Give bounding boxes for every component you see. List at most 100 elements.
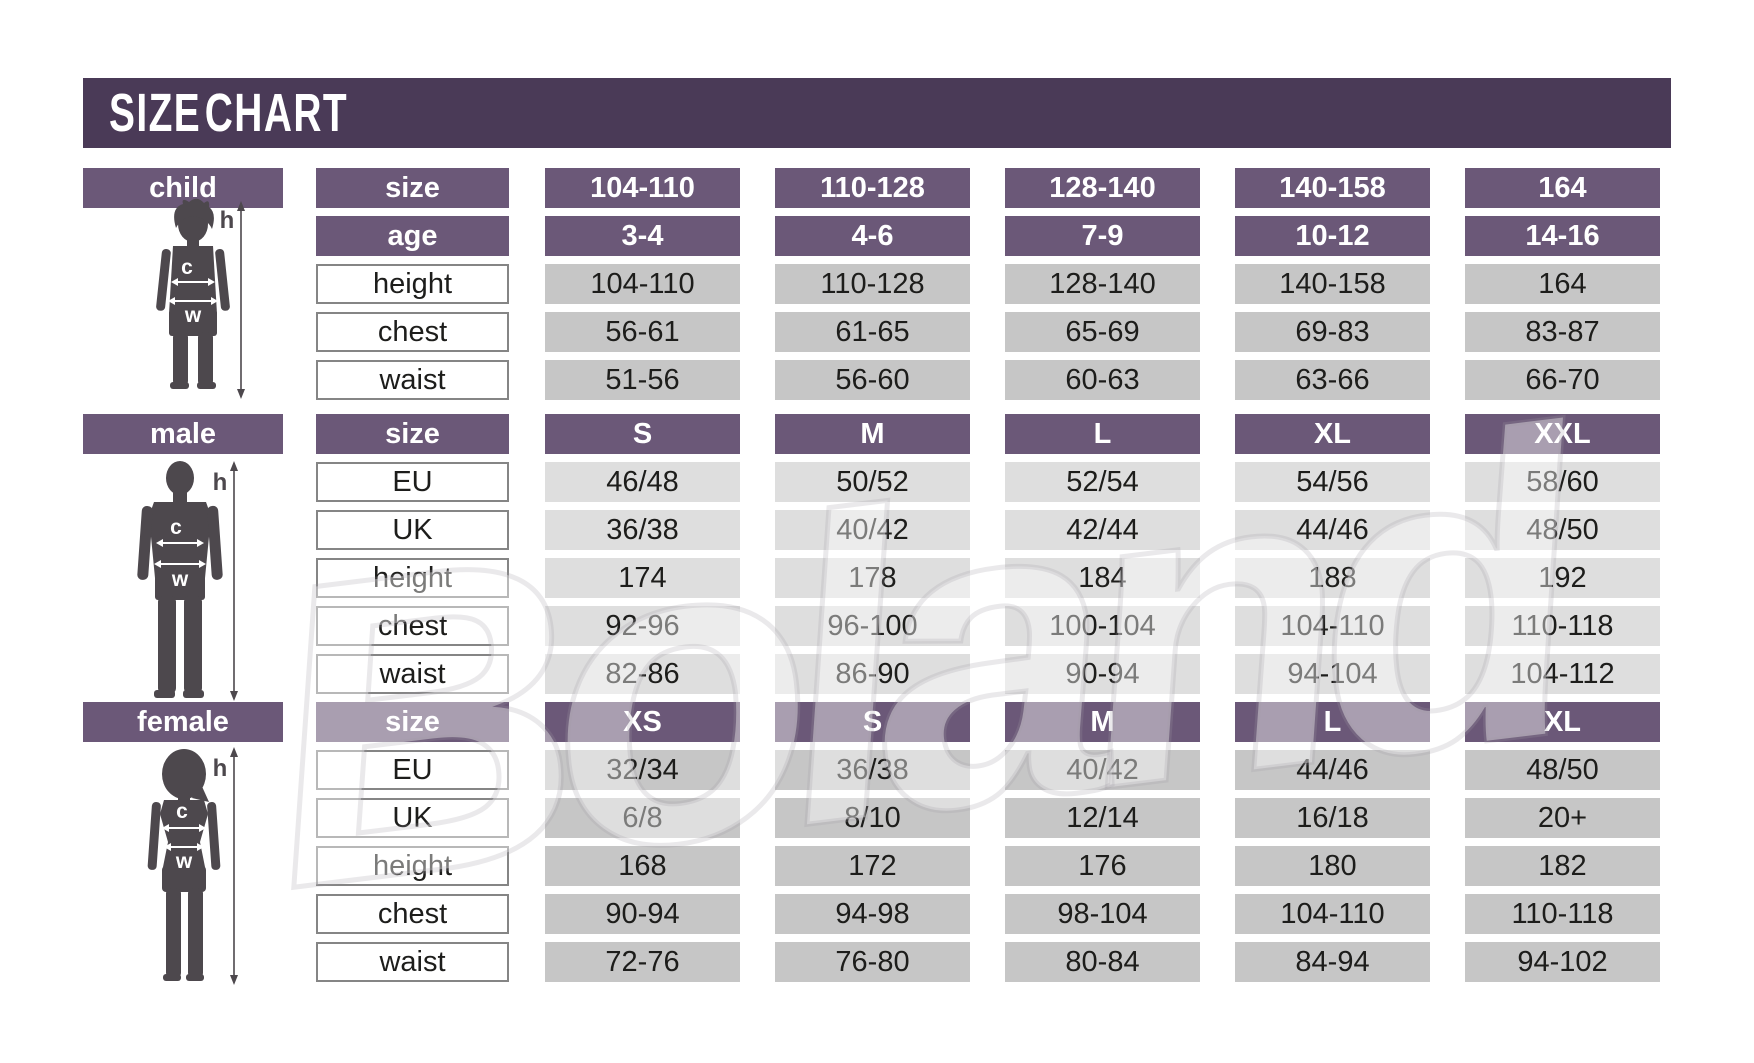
value-cell: 44/46: [1235, 510, 1430, 550]
row-label-cell: size: [316, 168, 509, 208]
value-cell: 65-69: [1005, 312, 1200, 352]
value-cell: 140-158: [1235, 264, 1430, 304]
height-label: h: [213, 755, 228, 782]
value-cell: 184: [1005, 558, 1200, 598]
value-cell: 6/8: [545, 798, 740, 838]
value-cell: 180: [1235, 846, 1430, 886]
value-cell: 52/54: [1005, 462, 1200, 502]
value-cell: 90-94: [1005, 654, 1200, 694]
value-cell: 94-102: [1465, 942, 1660, 982]
value-cell: 32/34: [545, 750, 740, 790]
male-eu-row: EU 46/48 50/52 52/54 54/56 58/60: [83, 462, 1671, 502]
value-cell: 51-56: [545, 360, 740, 400]
header-cell: M: [775, 414, 970, 454]
value-cell: 192: [1465, 558, 1660, 598]
row-label-cell: waist: [316, 654, 509, 694]
value-cell: 66-70: [1465, 360, 1660, 400]
male-waist-row: waist 82-86 86-90 90-94 94-104 104-112: [83, 654, 1671, 694]
chest-arrow-icon: c: [162, 800, 206, 832]
value-cell: 110-118: [1465, 606, 1660, 646]
male-chest-row: chest 92-96 96-100 100-104 104-110 110-1…: [83, 606, 1671, 646]
value-cell: 178: [775, 558, 970, 598]
child-waist-row: waist 51-56 56-60 60-63 63-66 66-70: [83, 360, 1671, 400]
value-cell: 72-76: [545, 942, 740, 982]
value-cell: 176: [1005, 846, 1200, 886]
value-cell: 56-60: [775, 360, 970, 400]
value-cell: 100-104: [1005, 606, 1200, 646]
height-label: h: [213, 469, 228, 496]
row-label-cell: height: [316, 846, 509, 886]
chest-arrow-icon: c: [156, 516, 204, 547]
waist-arrow-icon: w: [168, 297, 218, 327]
female-silhouette: c w h: [147, 747, 238, 985]
male-size-row: male size S M L XL XXL: [83, 414, 1671, 454]
value-cell: 172: [775, 846, 970, 886]
header-cell: S: [545, 414, 740, 454]
value-cell: 82-86: [545, 654, 740, 694]
waist-label: w: [171, 568, 189, 591]
value-cell: 58/60: [1465, 462, 1660, 502]
row-label-cell: chest: [316, 894, 509, 934]
value-cell: 8/10: [775, 798, 970, 838]
height-arrow-icon: h: [213, 461, 238, 701]
female-chest-row: chest 90-94 94-98 98-104 104-110 110-118: [83, 894, 1671, 934]
row-label-cell: UK: [316, 510, 509, 550]
male-uk-row: UK 36/38 40/42 42/44 44/46 48/50: [83, 510, 1671, 550]
waist-arrow-icon: w: [164, 843, 204, 873]
header-cell: 3-4: [545, 216, 740, 256]
chest-arrow-icon: c: [171, 256, 215, 286]
child-silhouette: c w h: [156, 198, 245, 399]
header-cell: L: [1235, 702, 1430, 742]
value-cell: 188: [1235, 558, 1430, 598]
header-cell: M: [1005, 702, 1200, 742]
value-cell: 48/50: [1465, 750, 1660, 790]
header-cell: XXL: [1465, 414, 1660, 454]
value-cell: 128-140: [1005, 264, 1200, 304]
male-silhouette: c w h: [137, 461, 238, 701]
value-cell: 44/46: [1235, 750, 1430, 790]
male-height-row: height 174 178 184 188 192: [83, 558, 1671, 598]
value-cell: 98-104: [1005, 894, 1200, 934]
header-cell: 104-110: [545, 168, 740, 208]
value-cell: 164: [1465, 264, 1660, 304]
value-cell: 20+: [1465, 798, 1660, 838]
value-cell: 54/56: [1235, 462, 1430, 502]
value-cell: 36/38: [775, 750, 970, 790]
header-cell: 140-158: [1235, 168, 1430, 208]
row-label-cell: chest: [316, 606, 509, 646]
value-cell: 56-61: [545, 312, 740, 352]
row-label-cell: waist: [316, 360, 509, 400]
waist-arrow-icon: w: [154, 560, 206, 591]
row-label-cell: size: [316, 414, 509, 454]
row-label-cell: chest: [316, 312, 509, 352]
value-cell: 96-100: [775, 606, 970, 646]
value-cell: 76-80: [775, 942, 970, 982]
value-cell: 69-83: [1235, 312, 1430, 352]
row-label-cell: height: [316, 264, 509, 304]
height-arrow-icon: h: [213, 747, 238, 985]
value-cell: 12/14: [1005, 798, 1200, 838]
row-label-cell: EU: [316, 462, 509, 502]
header-cell: 10-12: [1235, 216, 1430, 256]
female-size-row: female size XS S M L XL: [83, 702, 1671, 742]
chest-label: c: [181, 256, 193, 279]
value-cell: 84-94: [1235, 942, 1430, 982]
height-label: h: [220, 207, 235, 234]
header-cell: 7-9: [1005, 216, 1200, 256]
child-size-row: child size 104-110 110-128 128-140 140-1…: [83, 168, 1671, 208]
value-cell: 168: [545, 846, 740, 886]
value-cell: 104-110: [545, 264, 740, 304]
value-cell: 104-110: [1235, 894, 1430, 934]
value-cell: 83-87: [1465, 312, 1660, 352]
value-cell: 36/38: [545, 510, 740, 550]
header-cell: XL: [1465, 702, 1660, 742]
value-cell: 90-94: [545, 894, 740, 934]
row-label-cell: waist: [316, 942, 509, 982]
value-cell: 92-96: [545, 606, 740, 646]
value-cell: 174: [545, 558, 740, 598]
child-height-row: height 104-110 110-128 128-140 140-158 1…: [83, 264, 1671, 304]
waist-label: w: [184, 304, 202, 327]
value-cell: 46/48: [545, 462, 740, 502]
value-cell: 110-118: [1465, 894, 1660, 934]
header-cell: XS: [545, 702, 740, 742]
